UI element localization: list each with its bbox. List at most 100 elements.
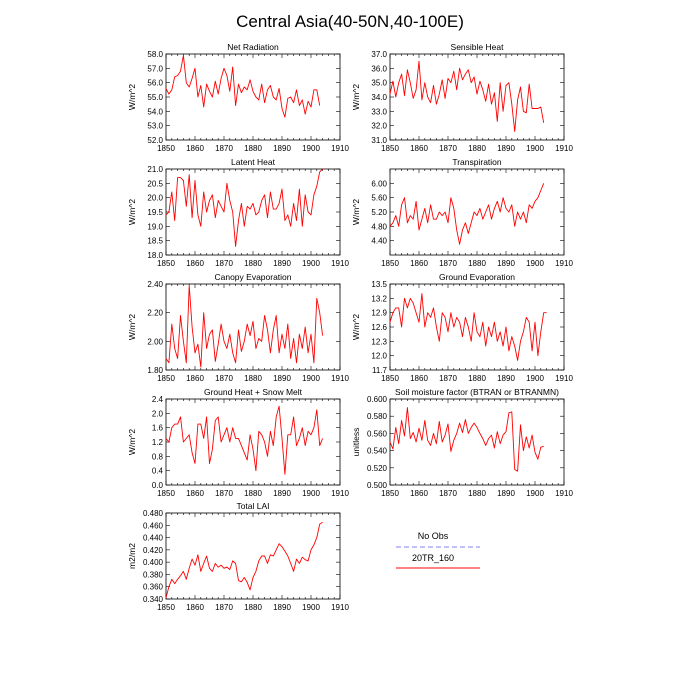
x-tick-label: 1910 [555,144,573,153]
panel-title-latent-heat: Latent Heat [231,157,276,167]
series-line-20tr-160 [389,293,547,361]
y-tick-label: 12.0 [371,352,387,361]
x-tick-label: 1850 [157,259,175,268]
y-tick-label: 2.40 [147,280,163,289]
x-tick-label: 1900 [526,259,544,268]
x-tick-label: 1850 [157,144,175,153]
y-tick-label: 0.460 [143,521,164,530]
y-tick-label: 18.0 [147,251,163,260]
series-line-20tr-160 [165,405,324,475]
legend: No Obs 20TR_160 [396,531,480,569]
panel-title-total-lai: Total LAI [236,501,269,511]
x-tick-label: 1880 [244,489,262,498]
y-tick-label: 56.0 [147,79,163,88]
x-tick-label: 1860 [410,489,428,498]
x-tick-label: 1880 [244,603,262,612]
y-axis-label: W/m^2 [351,84,361,110]
series-line-20tr-160 [389,183,545,245]
y-tick-label: 0.0 [152,481,164,490]
x-tick-label: 1910 [331,259,349,268]
x-tick-label: 1860 [410,374,428,383]
y-axis-label: unitless [351,428,361,457]
y-tick-label: 1.6 [152,424,164,433]
panel-ground-evaporation: Ground Evaporation W/m^2 1850 1860 1870 1880 1… [351,272,573,383]
x-tick-label: 1850 [381,259,399,268]
x-tick-label: 1910 [331,374,349,383]
plot-frame [389,168,565,256]
panel-title-ground-evaporation: Ground Evaporation [439,272,515,282]
y-tick-label: 1.80 [147,366,163,375]
plot-frame [165,512,341,600]
legend-label-no-obs: No Obs [418,531,449,541]
y-tick-label: 0.480 [143,509,164,518]
y-tick-label: 12.6 [371,323,387,332]
x-tick-label: 1910 [331,489,349,498]
x-tick-label: 1860 [186,374,204,383]
x-tick-label: 1870 [439,489,457,498]
x-tick-label: 1900 [526,374,544,383]
x-tick-label: 1900 [302,144,320,153]
panel-canopy-evaporation: Canopy Evaporation W/m^2 1850 1860 1870 1880 1… [127,272,349,383]
series-line-20tr-160 [165,54,321,118]
y-tick-label: 20.0 [147,194,163,203]
y-tick-label: 37.0 [371,50,387,59]
panel-sensible-heat: Sensible Heat W/m^2 1850 1860 1870 1880 1890 19… [351,42,573,153]
x-tick-label: 1870 [215,603,233,612]
x-tick-label: 1860 [186,603,204,612]
panel-ground-heat-snow-melt: Ground Heat + Snow Melt W/m^2 1850 1860 1870… [127,387,349,498]
x-tick-label: 1880 [244,144,262,153]
x-tick-label: 1900 [302,374,320,383]
x-tick-label: 1890 [273,489,291,498]
x-tick-label: 1880 [468,259,486,268]
y-tick-label: 12.9 [371,309,387,318]
x-tick-label: 1850 [157,374,175,383]
plot-frame [389,53,565,141]
panel-net-radiation: Net Radiation W/m^2 1850 1860 1870 1880 1890 19… [127,42,349,153]
y-tick-label: 19.5 [147,208,163,217]
x-tick-label: 1860 [186,489,204,498]
y-tick-label: 34.0 [371,93,387,102]
x-tick-label: 1910 [331,144,349,153]
x-tick-label: 1880 [244,374,262,383]
series-line-20tr-160 [165,284,324,368]
y-tick-label: 58.0 [147,50,163,59]
x-tick-label: 1890 [497,259,515,268]
y-tick-label: 32.0 [371,122,387,131]
x-tick-label: 1880 [468,374,486,383]
x-tick-label: 1900 [526,489,544,498]
y-tick-label: 2.20 [147,309,163,318]
y-tick-label: 12.3 [371,337,387,346]
y-tick-label: 20.5 [147,179,163,188]
x-tick-label: 1870 [215,144,233,153]
y-axis-label: W/m^2 [127,314,137,340]
y-tick-label: 19.0 [147,222,163,231]
y-tick-label: 0.500 [367,481,388,490]
x-tick-label: 1860 [410,144,428,153]
figure-title: Central Asia(40-50N,40-100E) [236,12,464,31]
panel-title-ground-heat-snow-melt: Ground Heat + Snow Melt [204,387,303,397]
x-tick-label: 1890 [497,489,515,498]
y-tick-label: 1.2 [152,438,164,447]
series-line-20tr-160 [389,60,545,132]
y-tick-label: 57.0 [147,64,163,73]
x-tick-label: 1900 [302,603,320,612]
y-axis-label: W/m^2 [127,199,137,225]
panel-transpiration: Transpiration W/m^2 1850 1860 1870 1880 1890 19… [351,157,573,268]
y-axis-label: W/m^2 [127,84,137,110]
x-tick-label: 1910 [555,489,573,498]
x-tick-label: 1890 [273,259,291,268]
x-tick-label: 1870 [215,374,233,383]
x-tick-label: 1860 [410,259,428,268]
x-tick-label: 1850 [381,489,399,498]
y-tick-label: 0.360 [143,583,164,592]
panel-title-transpiration: Transpiration [452,157,502,167]
x-tick-label: 1860 [186,259,204,268]
x-tick-label: 1870 [439,259,457,268]
y-tick-label: 2.00 [147,337,163,346]
x-tick-label: 1910 [555,259,573,268]
y-axis-label: W/m^2 [351,314,361,340]
y-tick-label: 0.560 [367,429,388,438]
x-tick-label: 1850 [157,603,175,612]
y-tick-label: 13.5 [371,280,387,289]
